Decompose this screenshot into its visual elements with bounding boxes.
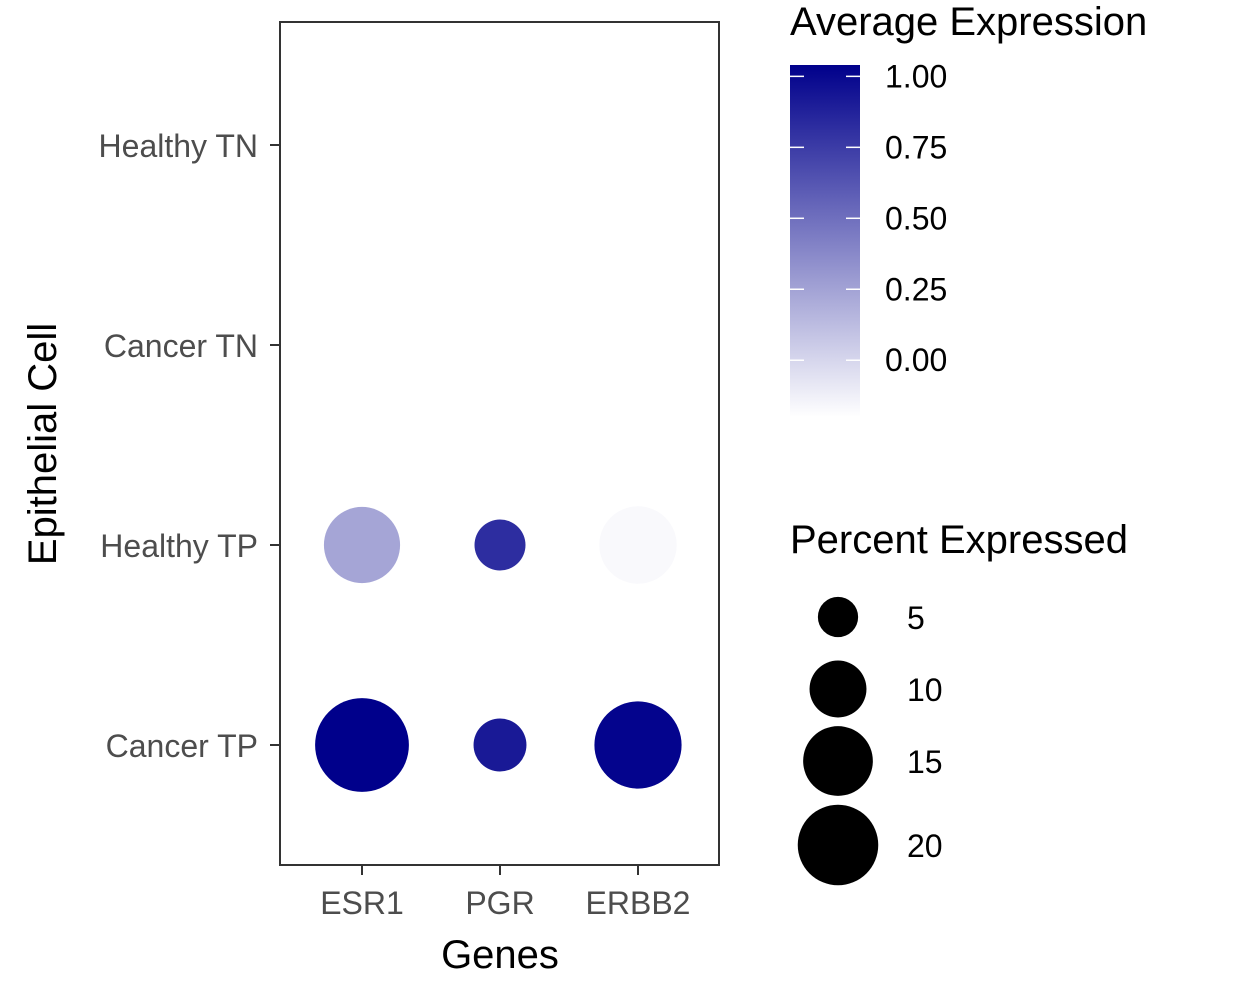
y-tick-label: Healthy TP	[100, 528, 258, 564]
size-key-dot	[809, 660, 867, 718]
x-tick-label: PGR	[465, 885, 534, 921]
color-legend-bar	[790, 65, 860, 417]
color-legend-title: Average Expression	[790, 0, 1147, 44]
size-key-label: 15	[907, 744, 943, 780]
y-tick-label: Cancer TN	[104, 328, 258, 364]
y-axis: Healthy TN Cancer TN Healthy TP Cancer TP	[99, 128, 280, 764]
color-tick-label: 0.75	[885, 129, 947, 165]
x-axis-title: Genes	[441, 933, 559, 977]
color-tick-label: 0.25	[885, 271, 947, 307]
color-tick-label: 0.00	[885, 342, 947, 378]
size-key-dot	[803, 726, 873, 796]
x-tick-label: ERBB2	[586, 885, 691, 921]
size-legend: Percent Expressed 5 10 15 20	[790, 518, 1128, 886]
dot-pgr-healthy-tp	[474, 519, 526, 571]
size-legend-title: Percent Expressed	[790, 518, 1128, 562]
x-axis: ESR1 PGR ERBB2	[320, 865, 690, 921]
dot-erbb2-healthy-tp	[599, 506, 677, 584]
dot-erbb2-cancer-tp	[594, 701, 682, 789]
y-tick-label: Healthy TN	[99, 128, 258, 164]
color-tick-label: 1.00	[885, 58, 947, 94]
size-key-label: 20	[907, 828, 943, 864]
color-tick-label: 0.50	[885, 200, 947, 236]
y-axis-title: Epithelial Cell	[21, 323, 65, 565]
dot-esr1-healthy-tp	[323, 506, 401, 584]
x-tick-label: ESR1	[320, 885, 404, 921]
y-tick-label: Cancer TP	[106, 728, 258, 764]
data-points	[315, 506, 682, 792]
dot-pgr-cancer-tp	[473, 718, 527, 772]
size-key-dot	[797, 804, 879, 886]
dot-esr1-cancer-tp	[315, 698, 409, 792]
size-key-dot	[817, 596, 859, 638]
size-key-label: 10	[907, 672, 943, 708]
color-legend: Average Expression 1.00 0.75 0.50 0.25 0.00	[790, 0, 1147, 417]
size-key-label: 5	[907, 600, 925, 636]
